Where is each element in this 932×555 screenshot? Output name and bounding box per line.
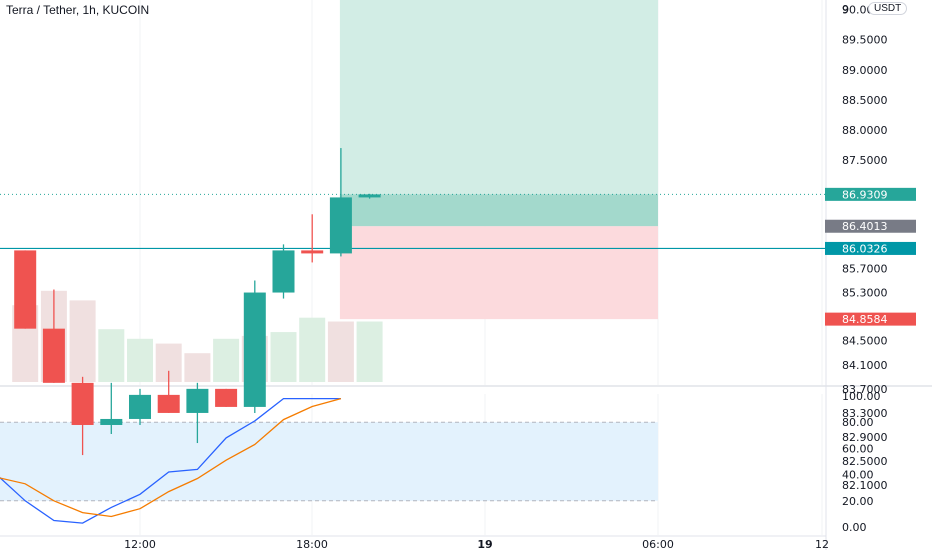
loss-zone xyxy=(339,226,658,320)
time-tick-label: 12:00 xyxy=(124,538,156,550)
stoch-tick-label: 60.00 xyxy=(842,442,874,455)
price-label-stop xyxy=(825,312,916,326)
candles-layer xyxy=(14,148,381,456)
candle-body xyxy=(243,292,266,407)
candle-body xyxy=(14,250,37,329)
volume-bar xyxy=(98,329,125,382)
price-label-entry-text: 86.4013 xyxy=(842,220,888,233)
position-tool-layer xyxy=(339,0,658,320)
horizontal-line-layer xyxy=(0,193,826,250)
price-tick-label: 84.1000 xyxy=(842,359,888,372)
stoch-band xyxy=(0,422,658,501)
price-tick-label: 85.3000 xyxy=(842,287,888,300)
stoch-tick-label: 80.00 xyxy=(842,416,874,429)
axes-layer: 90.000089.500089.000088.500088.000087.50… xyxy=(124,4,888,551)
candle-body xyxy=(157,394,180,413)
price-label-entry xyxy=(825,219,916,233)
price-tick-label: 82.9000 xyxy=(842,431,888,444)
currency-unit-button[interactable]: USDT xyxy=(868,2,908,15)
top-price-tick: 9 xyxy=(842,3,849,16)
candle-body xyxy=(358,194,381,198)
candle-body xyxy=(129,394,151,419)
price-label-last-text: 86.9309 xyxy=(842,188,888,201)
stoch-tick-label: 0.00 xyxy=(842,521,867,534)
price-tick-label: 84.5000 xyxy=(842,335,888,348)
time-tick-label: 06:00 xyxy=(642,538,674,550)
stoch-tick-label: 20.00 xyxy=(842,495,874,508)
stochastic-layer xyxy=(0,397,342,524)
volume-bar xyxy=(270,332,297,382)
candle-body xyxy=(186,388,209,413)
candle-body xyxy=(100,418,123,425)
price-tick-label: 83.7000 xyxy=(842,383,888,396)
price-tick-label: 88.0000 xyxy=(842,124,888,137)
price-tick-label: 87.5000 xyxy=(842,154,888,167)
time-tick-label: 18:00 xyxy=(296,538,328,550)
volume-bar xyxy=(356,321,383,382)
price-tick-label: 89.5000 xyxy=(842,34,888,47)
price-tick-label: 89.0000 xyxy=(842,64,888,77)
candle-body xyxy=(215,388,238,407)
volume-bar xyxy=(69,300,96,382)
stoch-band-layer xyxy=(0,421,658,502)
price-tick-label: 88.5000 xyxy=(842,94,888,107)
price-label-line xyxy=(825,241,916,255)
volume-bar xyxy=(184,353,211,382)
stoch-d-line xyxy=(0,397,342,518)
price-tick-label: 82.1000 xyxy=(842,479,888,492)
volume-layer xyxy=(12,290,383,382)
price-tick-label: 83.3000 xyxy=(842,407,888,420)
price-tick-label: 85.7000 xyxy=(842,262,888,275)
stoch-tick-label: 100.00 xyxy=(842,390,881,403)
price-label-last xyxy=(825,187,916,201)
price-label-line-text: 86.0326 xyxy=(842,242,888,255)
candle-body xyxy=(42,328,65,383)
volume-bar xyxy=(213,338,240,382)
candle-body xyxy=(272,250,295,293)
candle-body xyxy=(329,197,352,254)
price-tick-label: 82.5000 xyxy=(842,455,888,468)
time-tick-label: 19 xyxy=(477,538,492,550)
profit-zone-active xyxy=(339,194,658,227)
candle-body xyxy=(301,250,324,254)
profit-zone xyxy=(339,0,658,227)
stoch-k-line xyxy=(0,397,341,524)
price-label-stop-text: 84.8584 xyxy=(842,313,888,326)
chart-title: Terra / Tether, 1h, KUCOIN xyxy=(6,3,150,17)
volume-bar xyxy=(127,338,153,382)
time-tick-label: 12 xyxy=(815,538,829,550)
volume-bar xyxy=(299,317,326,382)
candle-body xyxy=(71,382,94,425)
volume-bar xyxy=(327,321,354,382)
stoch-tick-label: 40.00 xyxy=(842,469,874,482)
